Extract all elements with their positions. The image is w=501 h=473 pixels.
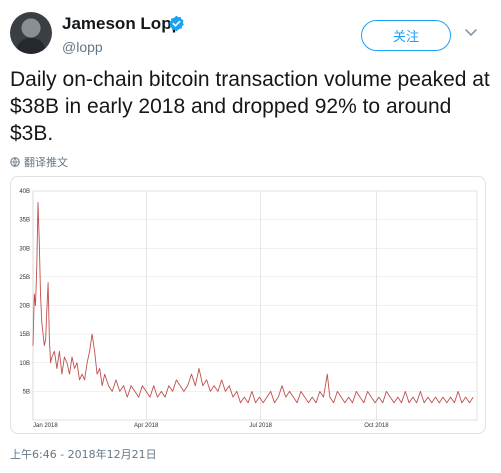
y-tick-label: 30B bbox=[19, 246, 30, 252]
x-tick-label: Jul 2018 bbox=[249, 423, 272, 429]
y-tick-label: 10B bbox=[19, 361, 30, 367]
tweet-text: Daily on-chain bitcoin transaction volum… bbox=[10, 68, 490, 145]
y-tick-label: 20B bbox=[19, 304, 30, 310]
globe-icon bbox=[10, 157, 20, 167]
chart-card[interactable]: 5B 10B 15B 20B 25B 30B 35B 40B Jan 2018 Apr 2018 J… bbox=[10, 176, 486, 434]
volume-line-chart: 5B 10B 15B 20B 25B 30B 35B 40B Jan 2018 Apr 2018 J… bbox=[19, 189, 478, 429]
verified-badge-icon bbox=[169, 15, 184, 32]
y-tick-label: 35B bbox=[19, 218, 30, 224]
tweet-timestamp[interactable]: 上午6:46 - 2018年12月21日 bbox=[10, 448, 157, 461]
author-handle[interactable]: @lopp bbox=[62, 39, 103, 55]
x-tick-label: Jan 2018 bbox=[33, 423, 58, 429]
author-name[interactable]: Jameson Lopp bbox=[62, 14, 182, 33]
y-tick-label: 40B bbox=[19, 189, 30, 195]
x-tick-label: Apr 2018 bbox=[134, 423, 159, 429]
chevron-down-icon[interactable] bbox=[465, 28, 477, 38]
series-line-0 bbox=[32, 202, 474, 404]
follow-button[interactable]: 关注 bbox=[361, 20, 451, 51]
translate-tweet-link[interactable]: 翻译推文 bbox=[10, 154, 68, 170]
translate-label[interactable]: 翻译推文 bbox=[24, 156, 68, 169]
y-tick-label: 25B bbox=[19, 275, 30, 281]
y-tick-label: 5B bbox=[23, 389, 30, 395]
x-tick-label: Oct 2018 bbox=[364, 423, 389, 429]
avatar[interactable] bbox=[10, 12, 52, 54]
y-tick-label: 15B bbox=[19, 332, 30, 338]
